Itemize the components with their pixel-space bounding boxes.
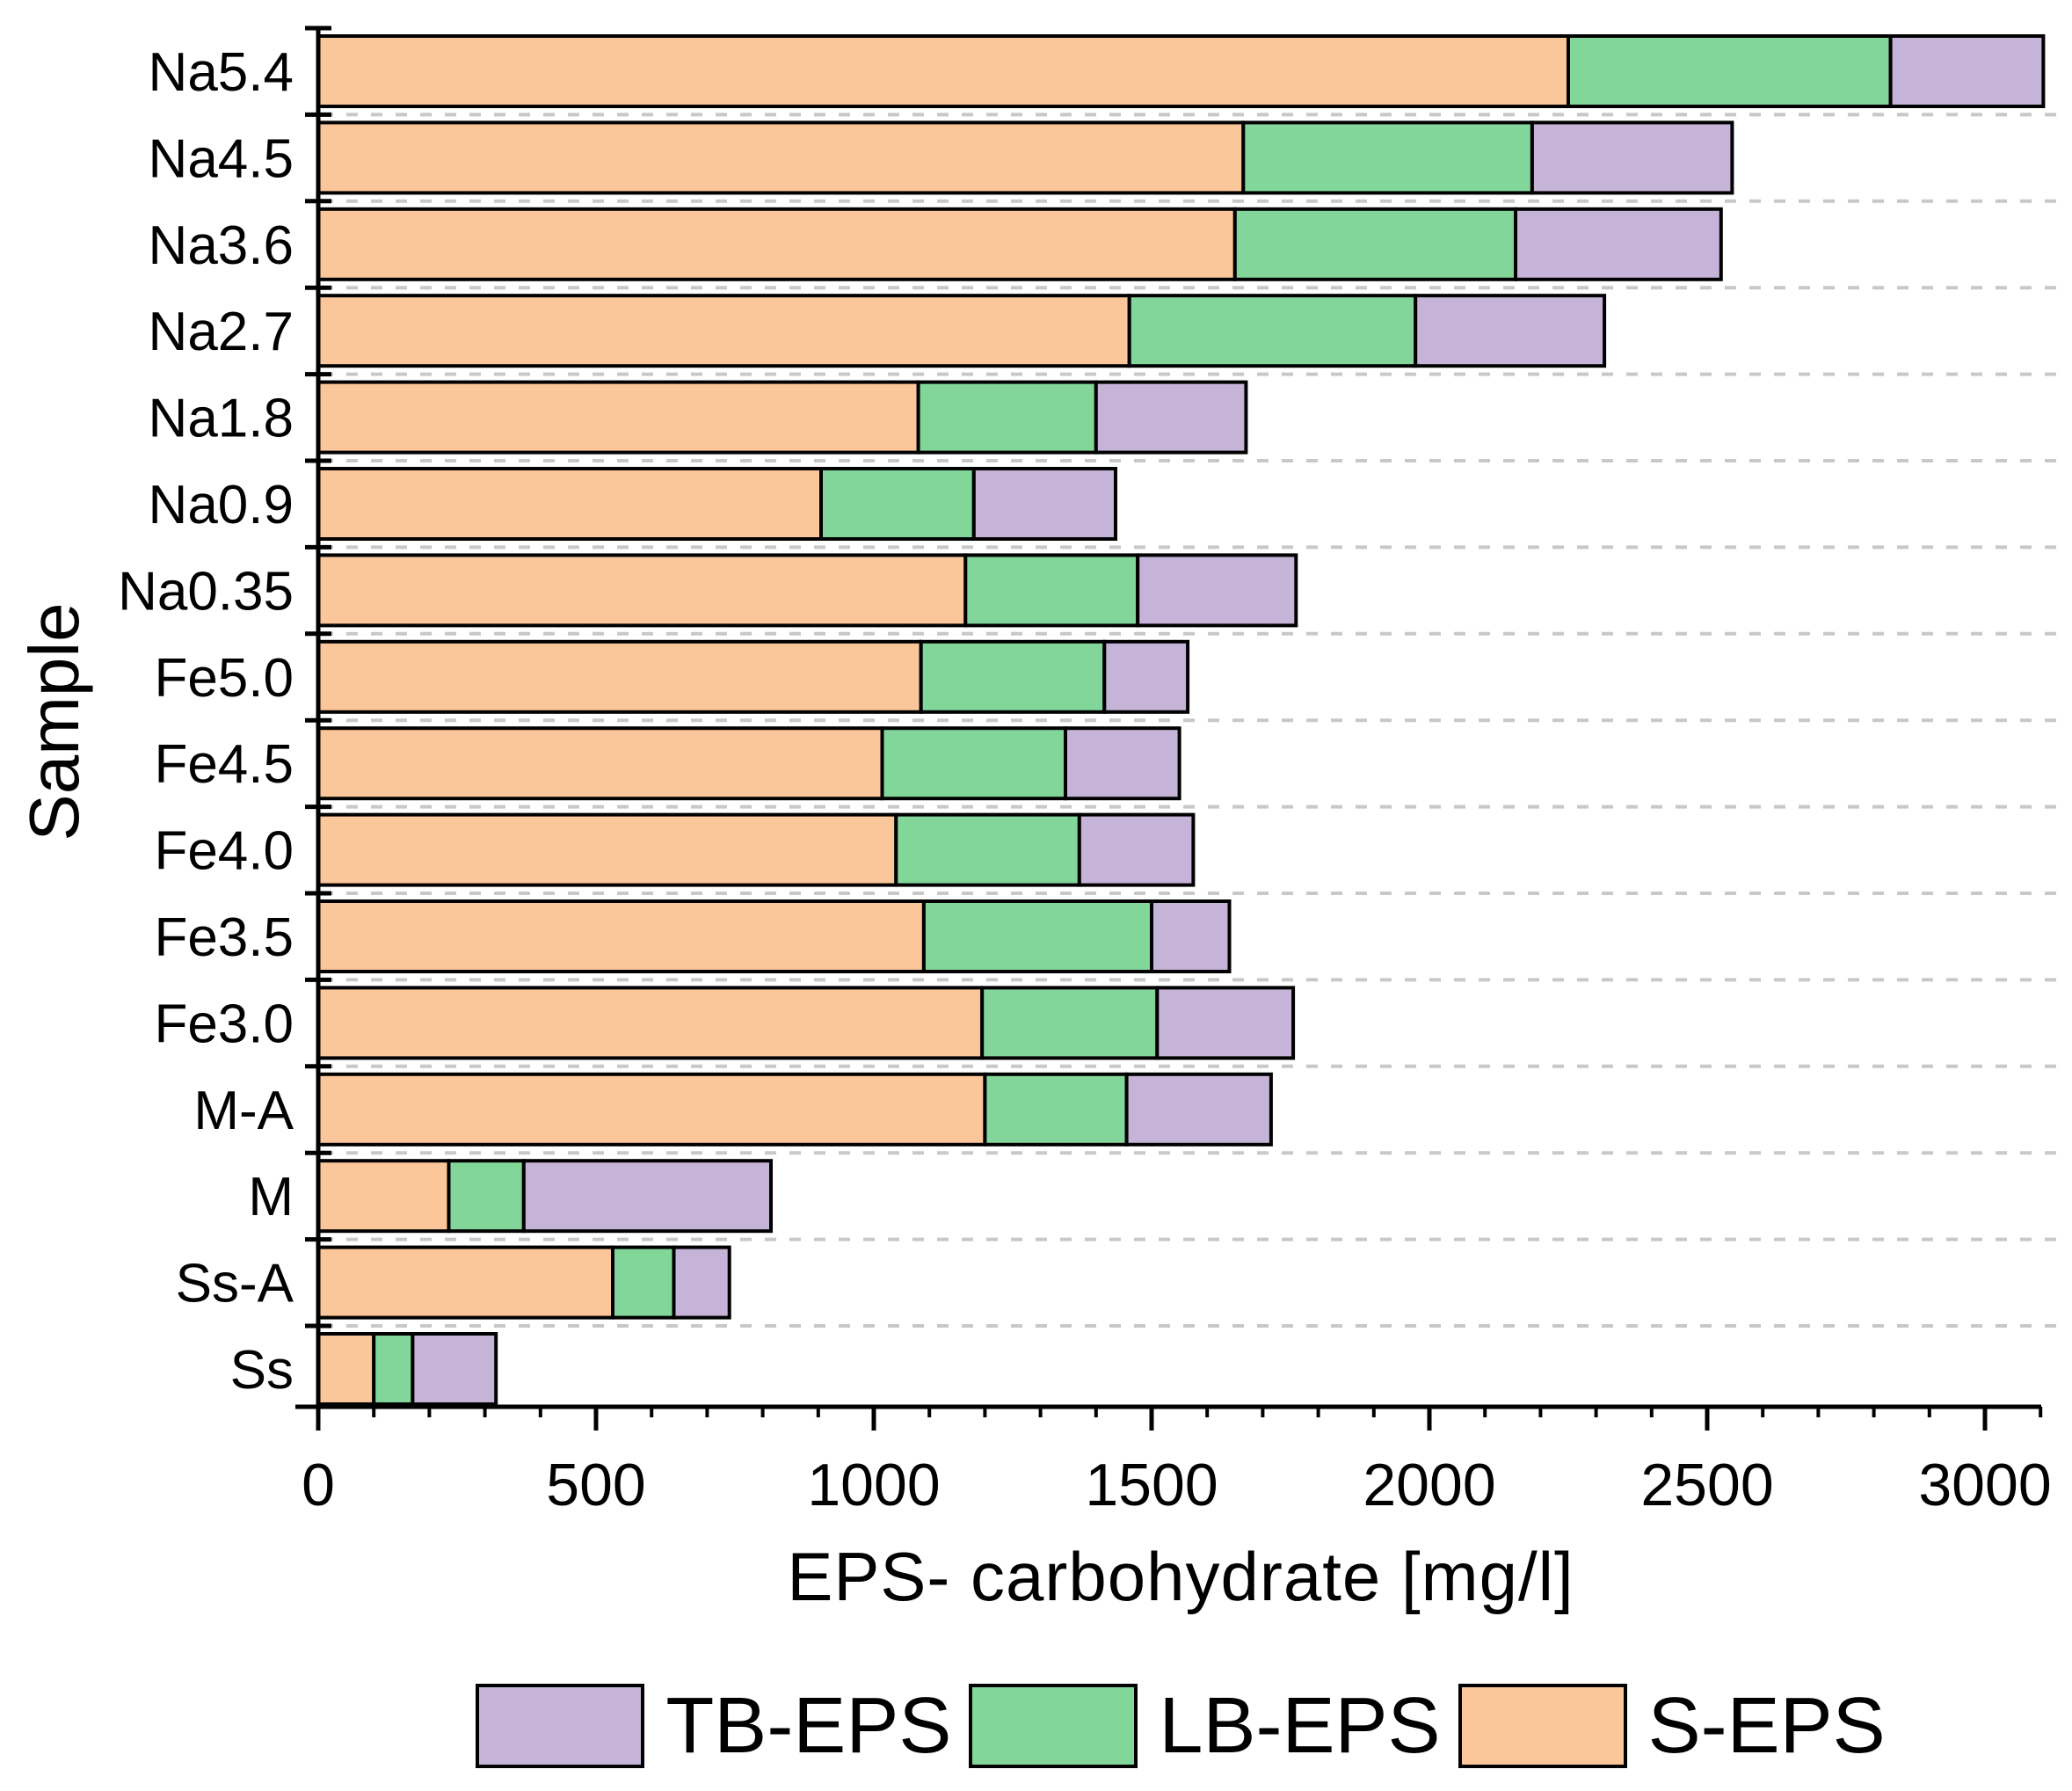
bar-segment-M-TB-EPS	[521, 1159, 773, 1234]
bar-segment-Fe4.5-S-EPS	[316, 726, 884, 801]
bar-segment-Na3.6-TB-EPS	[1514, 207, 1723, 281]
legend-swatch-S-EPS	[1458, 1684, 1627, 1768]
bar-segment-Fe3.0-S-EPS	[316, 986, 985, 1060]
bar-segment-Na0.9-TB-EPS	[971, 467, 1118, 541]
bar-segment-Na1.8-TB-EPS	[1094, 380, 1248, 455]
x-tick-label: 0	[302, 1452, 335, 1518]
bar-segment-Ss-S-EPS	[316, 1332, 376, 1406]
x-tick-label: 1000	[807, 1452, 940, 1518]
y-tick-label-Na1.8: Na1.8	[149, 389, 294, 449]
bar-segment-M-A-LB-EPS	[983, 1072, 1129, 1147]
y-tick-label-Fe4.5: Fe4.5	[154, 734, 294, 795]
y-tick-label-Fe3.5: Fe3.5	[154, 907, 294, 968]
x-axis-title: EPS- carbohydrate [mg/l]	[787, 1538, 1574, 1615]
bar-segment-Fe5.0-LB-EPS	[919, 639, 1107, 714]
bar-segment-Na2.7-S-EPS	[316, 294, 1131, 368]
y-tick-label-Ss: Ss	[230, 1340, 294, 1401]
legend-item-S-EPS: S-EPS	[1458, 1684, 1886, 1768]
bar-segment-Na0.35-S-EPS	[316, 553, 968, 628]
bar-segment-Na2.7-TB-EPS	[1414, 294, 1607, 368]
bar-segment-M-A-S-EPS	[316, 1072, 987, 1147]
x-tick-label: 2000	[1363, 1452, 1495, 1518]
bar-segment-M-LB-EPS	[447, 1159, 526, 1234]
bar-segment-Fe5.0-TB-EPS	[1102, 639, 1190, 714]
y-tick-label-Fe3.0: Fe3.0	[154, 994, 294, 1054]
legend: TB-EPS LB-EPS S-EPS	[318, 1678, 2043, 1774]
y-tick-label-M-A: M-A	[193, 1081, 294, 1141]
y-axis-title: Sample	[15, 602, 93, 841]
legend-swatch-TB-EPS	[476, 1684, 645, 1768]
y-tick-label-Na2.7: Na2.7	[149, 302, 294, 362]
bar-segment-Ss-TB-EPS	[411, 1332, 498, 1406]
x-tick-label: 2500	[1640, 1452, 1773, 1518]
bar-segment-Na1.8-S-EPS	[316, 380, 920, 455]
bar-segment-Na5.4-S-EPS	[316, 34, 1570, 108]
legend-label-LB-EPS: LB-EPS	[1159, 1682, 1441, 1770]
bar-segment-Na5.4-TB-EPS	[1888, 34, 2046, 108]
legend-item-TB-EPS: TB-EPS	[476, 1684, 951, 1768]
x-tick-label: 1500	[1085, 1452, 1218, 1518]
bar-segment-Ss-A-LB-EPS	[611, 1245, 676, 1320]
bar-segment-Na1.8-LB-EPS	[916, 380, 1098, 455]
bar-segment-Ss-A-S-EPS	[316, 1245, 614, 1320]
bar-segment-Fe4.5-LB-EPS	[880, 726, 1068, 801]
bar-segment-Fe5.0-S-EPS	[316, 639, 923, 714]
bar-segment-Fe3.5-S-EPS	[316, 899, 926, 973]
bar-segment-Na5.4-LB-EPS	[1567, 34, 1893, 108]
x-tick-label: 500	[546, 1452, 645, 1518]
y-tick-label-Fe5.0: Fe5.0	[154, 648, 294, 709]
bar-segment-Na4.5-TB-EPS	[1530, 120, 1734, 195]
bar-segment-Na2.7-LB-EPS	[1127, 294, 1418, 368]
y-tick-label-Na4.5: Na4.5	[149, 128, 294, 189]
y-tick-label-M: M	[248, 1167, 294, 1227]
bar-segment-Na3.6-LB-EPS	[1232, 207, 1518, 281]
bar-segment-Fe4.0-LB-EPS	[894, 812, 1081, 887]
bar-segment-M-S-EPS	[316, 1159, 451, 1234]
bar-segment-Ss-A-TB-EPS	[672, 1245, 731, 1320]
bar-segment-M-A-TB-EPS	[1124, 1072, 1273, 1147]
bar-segment-Fe3.5-TB-EPS	[1150, 899, 1232, 973]
bar-segment-Fe3.0-TB-EPS	[1155, 986, 1296, 1060]
bar-segment-Na4.5-S-EPS	[316, 120, 1246, 195]
y-tick-label-Na3.6: Na3.6	[149, 215, 294, 276]
bar-segment-Fe4.0-TB-EPS	[1077, 812, 1196, 887]
bar-segment-Na4.5-LB-EPS	[1241, 120, 1534, 195]
bar-segment-Fe3.0-LB-EPS	[980, 986, 1160, 1060]
bar-segment-Na0.9-LB-EPS	[819, 467, 976, 541]
bar-segment-Na3.6-S-EPS	[316, 207, 1237, 281]
bar-segment-Ss-LB-EPS	[372, 1332, 415, 1406]
x-tick-label: 3000	[1918, 1452, 2051, 1518]
y-tick-label-Na5.4: Na5.4	[149, 42, 294, 103]
legend-item-LB-EPS: LB-EPS	[969, 1682, 1441, 1770]
bar-segment-Na0.9-S-EPS	[316, 467, 823, 541]
bar-segment-Na0.35-TB-EPS	[1136, 553, 1298, 628]
legend-label-TB-EPS: TB-EPS	[665, 1682, 952, 1770]
legend-label-S-EPS: S-EPS	[1647, 1682, 1886, 1770]
bar-segment-Fe4.0-S-EPS	[316, 812, 898, 887]
bar-segment-Fe4.5-TB-EPS	[1064, 726, 1181, 801]
y-tick-label-Na0.35: Na0.35	[118, 561, 294, 622]
y-tick-label-Ss-A: Ss-A	[176, 1254, 294, 1314]
legend-swatch-LB-EPS	[969, 1684, 1138, 1768]
bar-segment-Fe3.5-LB-EPS	[921, 899, 1154, 973]
y-tick-label-Fe4.0: Fe4.0	[154, 821, 294, 882]
bar-segment-Na0.35-LB-EPS	[963, 553, 1140, 628]
y-tick-label-Na0.9: Na0.9	[149, 475, 294, 535]
